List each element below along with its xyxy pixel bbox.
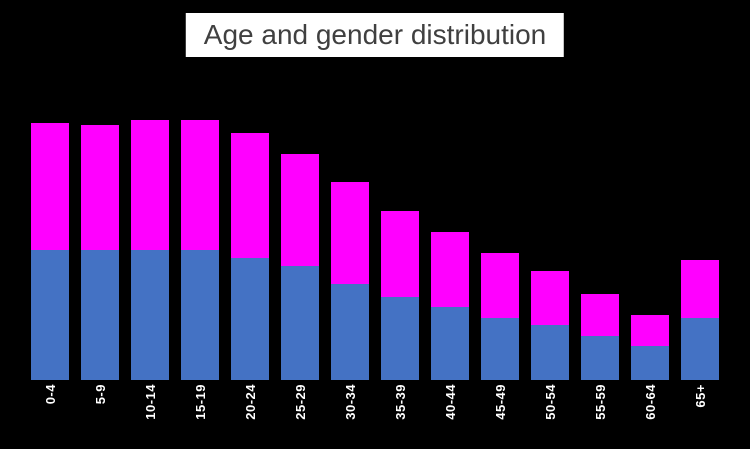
- bar-column-0-4: [25, 120, 75, 380]
- bar-stack: [381, 211, 419, 380]
- x-tick-35-39: 35-39: [375, 384, 425, 420]
- bar-segment-bottom-blue: [31, 250, 69, 380]
- x-tick-label: 5-9: [92, 384, 108, 405]
- bar-column-30-34: [325, 120, 375, 380]
- bar-segment-bottom-blue: [431, 307, 469, 380]
- x-tick-55-59: 55-59: [575, 384, 625, 420]
- bar-stack: [31, 122, 69, 380]
- bar-segment-bottom-blue: [281, 265, 319, 380]
- bar-segment-top-magenta: [281, 153, 319, 266]
- bar-stack: [331, 182, 369, 380]
- bar-stack: [431, 231, 469, 380]
- bar-segment-bottom-blue: [681, 317, 719, 380]
- bar-segment-top-magenta: [331, 182, 369, 284]
- x-tick-label: 55-59: [592, 384, 608, 420]
- x-tick-50-54: 50-54: [525, 384, 575, 420]
- bar-segment-top-magenta: [531, 270, 569, 326]
- bar-segment-bottom-blue: [481, 317, 519, 380]
- x-tick-label: 20-24: [242, 384, 258, 420]
- bar-column-10-14: [125, 120, 175, 380]
- bar-column-20-24: [225, 120, 275, 380]
- x-tick-label: 45-49: [492, 384, 508, 420]
- bar-stack: [281, 153, 319, 380]
- x-tick-label: 30-34: [342, 384, 358, 420]
- bar-stack: [231, 133, 269, 380]
- x-tick-label: 0-4: [42, 384, 58, 405]
- bar-column-15-19: [175, 120, 225, 380]
- bar-segment-top-magenta: [81, 125, 119, 250]
- bar-segment-top-magenta: [481, 252, 519, 318]
- x-tick-25-29: 25-29: [275, 384, 325, 420]
- bar-column-55-59: [575, 120, 625, 380]
- x-tick-45-49: 45-49: [475, 384, 525, 420]
- bar-stack: [481, 252, 519, 380]
- bar-segment-bottom-blue: [631, 346, 669, 380]
- bar-stack: [531, 270, 569, 380]
- bar-segment-bottom-blue: [231, 257, 269, 380]
- bar-segment-bottom-blue: [581, 335, 619, 380]
- bar-column-65+: [675, 120, 725, 380]
- bar-column-5-9: [75, 120, 125, 380]
- x-tick-label: 40-44: [442, 384, 458, 420]
- bar-stack: [681, 260, 719, 380]
- x-tick-0-4: 0-4: [25, 384, 75, 420]
- x-tick-label: 15-19: [192, 384, 208, 420]
- bar-segment-top-magenta: [131, 120, 169, 250]
- bar-column-50-54: [525, 120, 575, 380]
- bar-column-25-29: [275, 120, 325, 380]
- plot-area: [25, 120, 725, 380]
- bar-segment-bottom-blue: [181, 250, 219, 380]
- x-tick-10-14: 10-14: [125, 384, 175, 420]
- bar-stack: [631, 315, 669, 380]
- x-tick-label: 10-14: [142, 384, 158, 420]
- x-tick-label: 65+: [692, 384, 708, 408]
- bar-column-40-44: [425, 120, 475, 380]
- bar-segment-top-magenta: [681, 260, 719, 318]
- bar-segment-top-magenta: [181, 120, 219, 250]
- x-tick-40-44: 40-44: [425, 384, 475, 420]
- bar-segment-bottom-blue: [331, 283, 369, 380]
- bar-segment-top-magenta: [381, 211, 419, 297]
- bar-segment-bottom-blue: [531, 325, 569, 380]
- bar-segment-bottom-blue: [81, 250, 119, 380]
- bar-stack: [81, 125, 119, 380]
- x-tick-label: 25-29: [292, 384, 308, 420]
- x-tick-15-19: 15-19: [175, 384, 225, 420]
- bar-segment-bottom-blue: [131, 250, 169, 380]
- bar-column-35-39: [375, 120, 425, 380]
- x-tick-label: 50-54: [542, 384, 558, 420]
- bar-segment-top-magenta: [431, 231, 469, 308]
- x-tick-65+: 65+: [675, 384, 725, 420]
- x-tick-20-24: 20-24: [225, 384, 275, 420]
- bar-stack: [181, 120, 219, 380]
- x-axis-labels: 0-4 5-9 10-14 15-19 20-24 25-29 30-34 35-39 40-4…: [25, 384, 725, 420]
- bar-segment-top-magenta: [581, 294, 619, 336]
- bar-segment-top-magenta: [31, 122, 69, 250]
- x-tick-30-34: 30-34: [325, 384, 375, 420]
- x-tick-label: 60-64: [642, 384, 658, 420]
- bar-segment-top-magenta: [231, 133, 269, 258]
- bar-segment-bottom-blue: [381, 296, 419, 380]
- chart-title: Age and gender distribution: [185, 13, 565, 57]
- bar-column-60-64: [625, 120, 675, 380]
- bar-stack: [131, 120, 169, 380]
- x-tick-5-9: 5-9: [75, 384, 125, 420]
- bar-segment-top-magenta: [631, 315, 669, 347]
- x-tick-label: 35-39: [392, 384, 408, 420]
- x-tick-60-64: 60-64: [625, 384, 675, 420]
- bar-stack: [581, 294, 619, 380]
- bar-column-45-49: [475, 120, 525, 380]
